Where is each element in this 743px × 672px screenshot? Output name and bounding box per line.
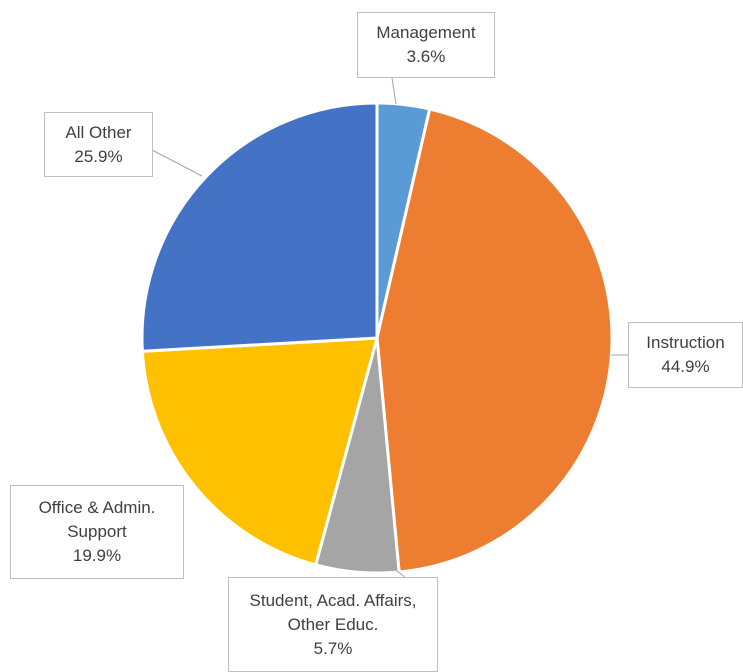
- category-label: Management: [376, 23, 476, 42]
- category-label: All Other: [65, 122, 132, 142]
- category-label: Office & Admin. Support: [38, 498, 156, 541]
- data-label: All Other 25.9%: [44, 112, 153, 177]
- value-label: 5.7%: [313, 638, 353, 658]
- data-label: Office & Admin. Support 19.9%: [10, 485, 184, 579]
- leader-lines: [151, 77, 628, 578]
- leader-line: [392, 567, 406, 578]
- value-label: 19.9%: [72, 546, 122, 565]
- category-label: Student, Acad. Affairs, Other Educ.: [249, 590, 417, 634]
- leader-line: [391, 77, 397, 105]
- pie-slice: [140, 101, 379, 353]
- data-label: Management 3.6%: [357, 12, 495, 78]
- value-label: 25.9%: [74, 146, 123, 166]
- data-label: Instruction 44.9%: [628, 322, 743, 388]
- slices: [140, 101, 614, 575]
- value-label: 44.9%: [661, 357, 710, 376]
- category-label: Instruction: [646, 333, 725, 352]
- data-label: Student, Acad. Affairs, Other Educ. 5.7%: [228, 577, 438, 672]
- pie-slice: [375, 107, 614, 574]
- leader-line: [151, 149, 203, 177]
- pie-slice: [140, 336, 379, 567]
- value-label: 3.6%: [406, 47, 446, 66]
